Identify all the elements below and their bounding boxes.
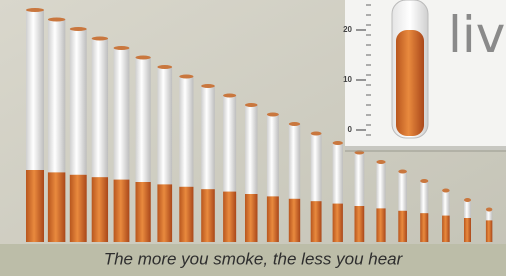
cigarette-paper bbox=[48, 20, 65, 173]
cigarette-paper bbox=[201, 86, 215, 189]
cigarette-filter bbox=[398, 211, 407, 242]
cigarette-end bbox=[289, 122, 300, 126]
gauge-tick-label: 0 bbox=[348, 125, 353, 134]
cigarette-filter bbox=[464, 218, 471, 242]
cigarette-filter bbox=[223, 192, 236, 242]
cigarette-paper bbox=[136, 58, 151, 183]
cigarette-paper bbox=[289, 124, 300, 199]
cigarette-filter bbox=[92, 177, 108, 242]
cigarette-filter bbox=[311, 201, 322, 242]
cigarette-paper bbox=[464, 200, 471, 218]
cigarette-paper bbox=[223, 96, 236, 192]
cigarette-paper bbox=[157, 67, 172, 184]
gauge-tick-label: 20 bbox=[343, 25, 352, 34]
cigarette-filter bbox=[333, 204, 343, 242]
cigarette-end bbox=[267, 113, 279, 117]
cigarette-paper bbox=[311, 134, 322, 202]
cigarette-end bbox=[376, 160, 385, 164]
cigarette-paper bbox=[333, 143, 343, 204]
cigarette-filter bbox=[486, 220, 492, 242]
cigarette-end bbox=[223, 94, 236, 98]
cigarette-filter bbox=[355, 206, 365, 242]
cigarette-filter bbox=[70, 175, 87, 242]
cigarette-filter bbox=[114, 180, 130, 242]
cigarette-end bbox=[398, 170, 407, 174]
cigarette-filter bbox=[420, 213, 428, 242]
cigarette-paper bbox=[355, 153, 365, 207]
caption: The more you smoke, the less you hear bbox=[104, 249, 404, 268]
cigarette-filter bbox=[442, 216, 450, 242]
advertisement: 20 10 0 liv The more you smoke, the less y… bbox=[0, 0, 506, 276]
cigarette-paper bbox=[26, 10, 44, 170]
cigarette-paper bbox=[442, 191, 450, 216]
cigarette-paper bbox=[245, 105, 258, 194]
cigarette-paper bbox=[70, 29, 87, 175]
cigarette-paper bbox=[376, 162, 385, 208]
cigarette-paper bbox=[179, 77, 193, 187]
cigarette-end bbox=[201, 84, 215, 88]
cigarette-filter bbox=[267, 196, 279, 242]
cigarette-end bbox=[136, 56, 151, 60]
cigarette-end bbox=[311, 132, 322, 136]
cigarette-filter bbox=[201, 189, 215, 242]
cigarette-filter bbox=[26, 170, 44, 242]
cigarette-end bbox=[70, 27, 87, 31]
headline: liv bbox=[448, 6, 505, 64]
cigarette-paper bbox=[267, 115, 279, 197]
cigarette-end bbox=[420, 179, 428, 183]
cigarette-end bbox=[486, 208, 492, 212]
cigarette-end bbox=[179, 75, 193, 79]
cigarette-end bbox=[114, 46, 130, 50]
cigarette-end bbox=[26, 8, 44, 12]
cigarette-filter bbox=[179, 187, 193, 242]
cigarette-end bbox=[245, 103, 258, 107]
gauge-fill bbox=[396, 30, 424, 136]
cigarette-filter bbox=[48, 172, 65, 242]
cigarette-paper bbox=[398, 172, 407, 211]
panel-shadow bbox=[345, 146, 506, 152]
cigarette-end bbox=[442, 189, 450, 193]
cigarette-filter bbox=[136, 182, 151, 242]
cigarette-end bbox=[48, 18, 65, 22]
cigarette-filter bbox=[376, 208, 385, 242]
cigarette-filter bbox=[245, 194, 258, 242]
cigarette-paper bbox=[420, 181, 428, 213]
cigarette-end bbox=[92, 37, 108, 41]
cigarette-paper bbox=[114, 48, 130, 180]
cigarette-paper bbox=[92, 39, 108, 178]
cigarette-end bbox=[157, 65, 172, 69]
cigarette-end bbox=[333, 141, 343, 145]
gauge-tick-label: 10 bbox=[343, 75, 352, 84]
cigarette-filter bbox=[289, 199, 300, 242]
cigarette-end bbox=[464, 198, 471, 202]
cigarette-filter bbox=[157, 184, 172, 242]
